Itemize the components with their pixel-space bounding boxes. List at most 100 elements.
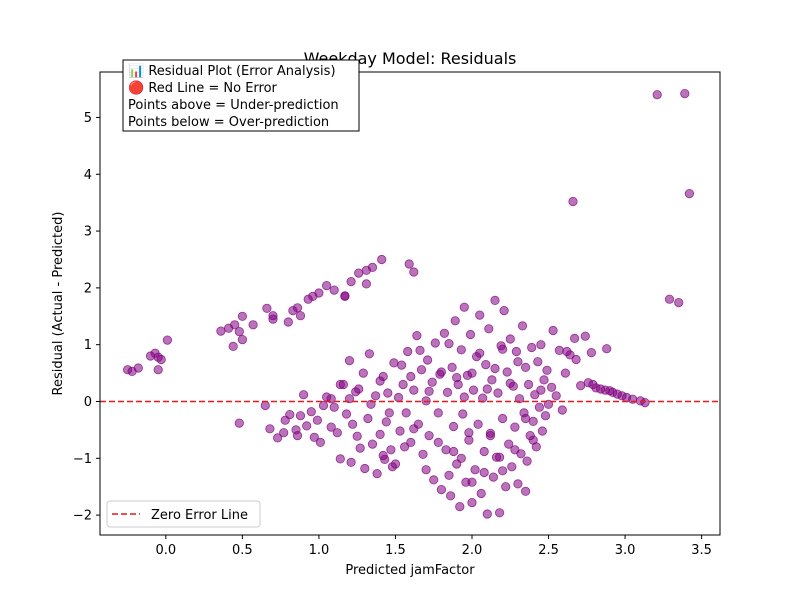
data-point [497,344,508,354]
y-axis-label: Residual (Actual - Predicted) [51,212,66,396]
data-point [684,189,695,199]
data-point [586,347,597,358]
data-point [580,331,590,341]
data-point [479,446,489,457]
data-point [569,333,580,343]
data-point [534,402,545,412]
data-point [237,334,247,345]
data-point [363,413,373,424]
data-points [123,89,695,519]
data-point [554,345,564,355]
data-point [504,439,514,449]
data-point [476,488,486,499]
data-point [557,405,567,415]
data-point [403,346,413,357]
data-point [536,340,546,350]
annotation-line-3: Points above = Under-prediction [128,98,339,113]
data-point [456,453,466,463]
data-point [360,463,370,474]
data-point [459,392,469,402]
legend-label-zero-line: Zero Error Line [151,508,248,523]
data-point [493,388,503,398]
data-point [133,363,143,373]
data-point [436,484,446,495]
data-point [260,400,270,411]
data-point [418,449,428,459]
y-tick-label: −1 [73,452,92,467]
data-point [465,329,476,340]
plot-area-frame [99,71,721,536]
data-point [399,442,410,452]
data-point [490,295,500,305]
data-point [546,382,557,392]
legend: Zero Error Line [106,500,261,528]
data-point [375,429,385,439]
data-point [429,475,439,485]
data-point [389,358,399,368]
x-tick-label: 2.0 [462,543,483,558]
data-point [421,465,431,475]
data-point [452,372,462,383]
data-point [652,90,662,100]
data-point [367,439,378,449]
data-point [309,432,319,442]
data-point [386,445,396,455]
data-point [456,345,466,355]
data-point [370,391,381,401]
data-point [511,346,522,357]
annotation-frame [122,59,360,132]
data-point [383,388,393,398]
data-point [409,267,419,277]
data-point [540,411,551,421]
data-point [528,435,538,445]
data-point [335,454,345,464]
data-point [364,349,374,359]
data-point [571,354,581,365]
data-point [536,385,546,395]
data-point [409,385,419,395]
data-point [427,377,437,387]
data-point [295,411,306,421]
data-point [542,365,552,375]
data-point [237,311,247,321]
data-point [502,367,512,377]
data-point [156,354,166,365]
data-point [510,445,520,455]
data-point [458,409,468,419]
data-point [406,437,416,447]
data-point [329,402,339,412]
data-point [298,390,309,400]
x-axis-label: Predicted jamFactor [345,563,475,578]
data-point [568,196,578,207]
data-point [378,450,388,461]
data-point [522,456,532,466]
data-point [393,392,404,403]
data-point [265,424,275,434]
x-axis-ticks: 0.0 0.5 1.0 1.5 2.0 2.5 3.0 3.5 [155,535,712,558]
data-point [384,408,394,418]
data-point [404,259,414,269]
data-point [455,501,465,512]
data-point [444,470,454,480]
data-point [272,433,283,443]
data-point [416,365,427,375]
data-point [501,482,511,492]
data-point [302,421,312,431]
data-point [487,375,497,385]
data-point [230,320,240,330]
data-point [283,317,293,327]
annotation-box: 📊 Residual Plot (Error Analysis) 🔴 Red L… [122,59,360,132]
data-point [422,355,433,365]
data-point [445,491,456,501]
data-point [467,497,477,508]
data-point [442,387,453,397]
data-point [398,379,408,390]
data-point [680,89,690,99]
data-point [377,254,387,265]
data-point [326,422,336,432]
data-point [315,437,325,447]
data-point [346,457,356,467]
data-point [551,391,561,401]
